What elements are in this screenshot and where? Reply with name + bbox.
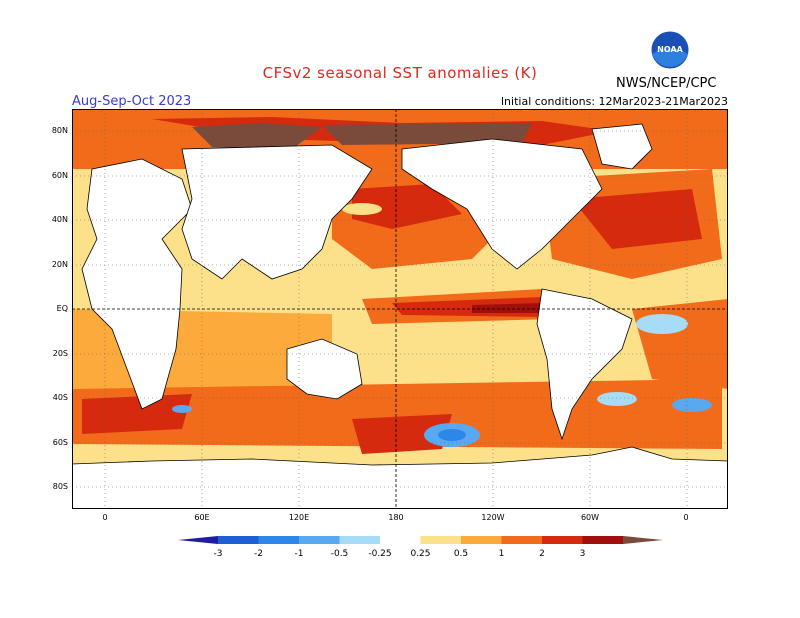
colorbar-tick-label: 3	[579, 549, 586, 559]
lat-label-20n: 20N	[51, 260, 68, 269]
lon-label-0: 0	[102, 513, 108, 522]
lon-label-120e: 120E	[288, 513, 310, 522]
logo-text: NOAA	[657, 45, 683, 54]
colorbar-cell	[461, 536, 502, 544]
colorbar-tick-label: 0.5	[453, 549, 469, 559]
lat-label-60s: 60S	[52, 438, 68, 447]
colorbar-tick-label: 0.25	[410, 549, 431, 559]
lat-label-80n: 80N	[51, 126, 68, 135]
sst-anomaly-map	[72, 109, 728, 509]
north-america-landmass	[401, 138, 603, 270]
colorbar	[178, 536, 663, 544]
forecast-period: Aug-Sep-Oct 2023	[72, 94, 192, 109]
colorbar-tick-label: -0.5	[330, 549, 349, 559]
colorbar-tick-label: -3	[213, 549, 223, 559]
south-america-landmass	[536, 288, 633, 441]
colorbar-cell	[420, 536, 461, 544]
australia-landmass	[286, 338, 363, 400]
colorbar-cell	[380, 536, 421, 544]
lon-label-60e: 60E	[194, 513, 210, 522]
colorbar-cell	[339, 536, 380, 544]
agency-label: NWS/NCEP/CPC	[616, 76, 717, 91]
colorbar-cell	[299, 536, 340, 544]
lat-label-40s: 40S	[52, 393, 68, 402]
map-frame	[72, 109, 728, 509]
lat-label-80s: 80S	[52, 482, 68, 491]
lat-label-20s: 20S	[52, 349, 68, 358]
colorbar-cell	[218, 536, 259, 544]
greenland-landmass	[591, 123, 653, 170]
lat-label-eq: EQ	[56, 304, 68, 313]
map-title: CFSv2 seasonal SST anomalies (K)	[262, 64, 538, 82]
colorbar-tick-label: -1	[294, 549, 304, 559]
antarctica-landmass	[72, 446, 728, 509]
colorbar-tick-label: -2	[254, 549, 263, 559]
lat-label-60n: 60N	[51, 171, 68, 180]
continents	[81, 123, 653, 441]
lon-label-120w: 120W	[481, 513, 505, 522]
colorbar-tick-label: 2	[539, 549, 545, 559]
initial-conditions: Initial conditions: 12Mar2023-21Mar2023	[500, 95, 728, 108]
asia-landmass	[181, 144, 373, 280]
lon-label-180: 180	[388, 513, 404, 522]
colorbar-cell	[501, 536, 542, 544]
colorbar-cell	[582, 536, 623, 544]
lon-label-0-east: 0	[683, 513, 689, 522]
colorbar-cell	[542, 536, 583, 544]
colorbar-arrow-low	[178, 536, 218, 544]
colorbar-arrow-high	[623, 536, 663, 544]
colorbar-tick-label: 1	[498, 549, 505, 559]
noaa-logo-icon: NOAA	[650, 30, 690, 70]
lat-label-40n: 40N	[51, 215, 68, 224]
lon-label-60w: 60W	[580, 513, 600, 522]
colorbar-cell	[258, 536, 299, 544]
colorbar-tick-label: -0.25	[368, 549, 392, 559]
